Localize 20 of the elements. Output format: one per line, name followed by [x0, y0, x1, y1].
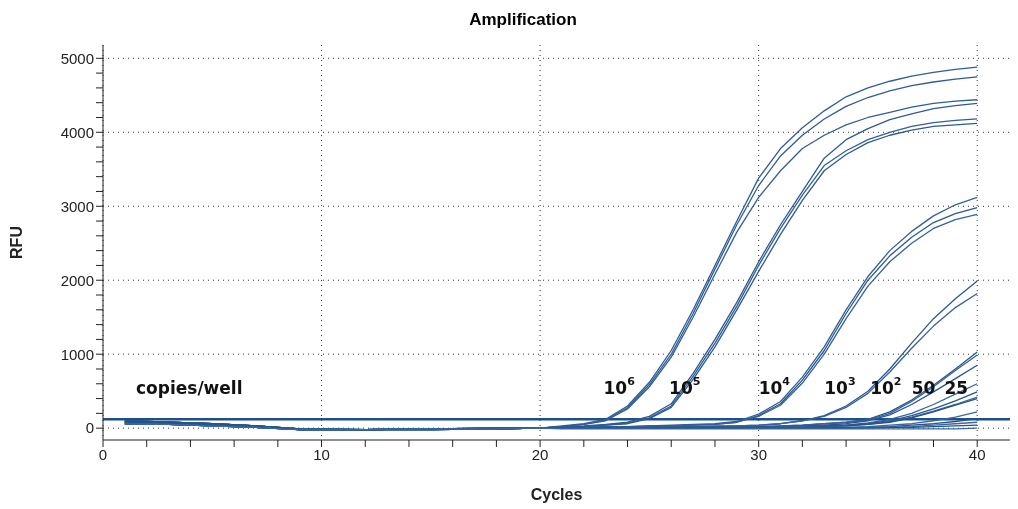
- x-tick-label: 40: [968, 445, 986, 463]
- annotation: copies/well: [136, 378, 243, 398]
- x-tick-label: 10: [313, 445, 330, 463]
- x-tick-label: 30: [750, 445, 768, 463]
- annotation: 10$^{3}$: [824, 375, 856, 399]
- annotation: 10$^{2}$: [870, 375, 902, 399]
- x-axis-title: Cycles: [530, 486, 583, 503]
- y-axis-title: RFU: [7, 226, 25, 259]
- annotation: 25: [944, 378, 969, 399]
- y-tick-label: 4000: [60, 123, 94, 141]
- annotation: 10$^{4}$: [758, 375, 791, 399]
- annotation: 10$^{6}$: [603, 375, 636, 399]
- chart-title: Amplification: [468, 10, 578, 30]
- x-tick-label: 0: [98, 445, 108, 463]
- x-tick-label: 20: [531, 445, 549, 463]
- y-tick-label: 5000: [60, 49, 94, 67]
- y-tick-label: 1000: [60, 345, 94, 363]
- y-tick-label: 0: [85, 419, 94, 437]
- y-tick-label: 2000: [60, 271, 94, 289]
- y-tick-label: 3000: [60, 197, 94, 215]
